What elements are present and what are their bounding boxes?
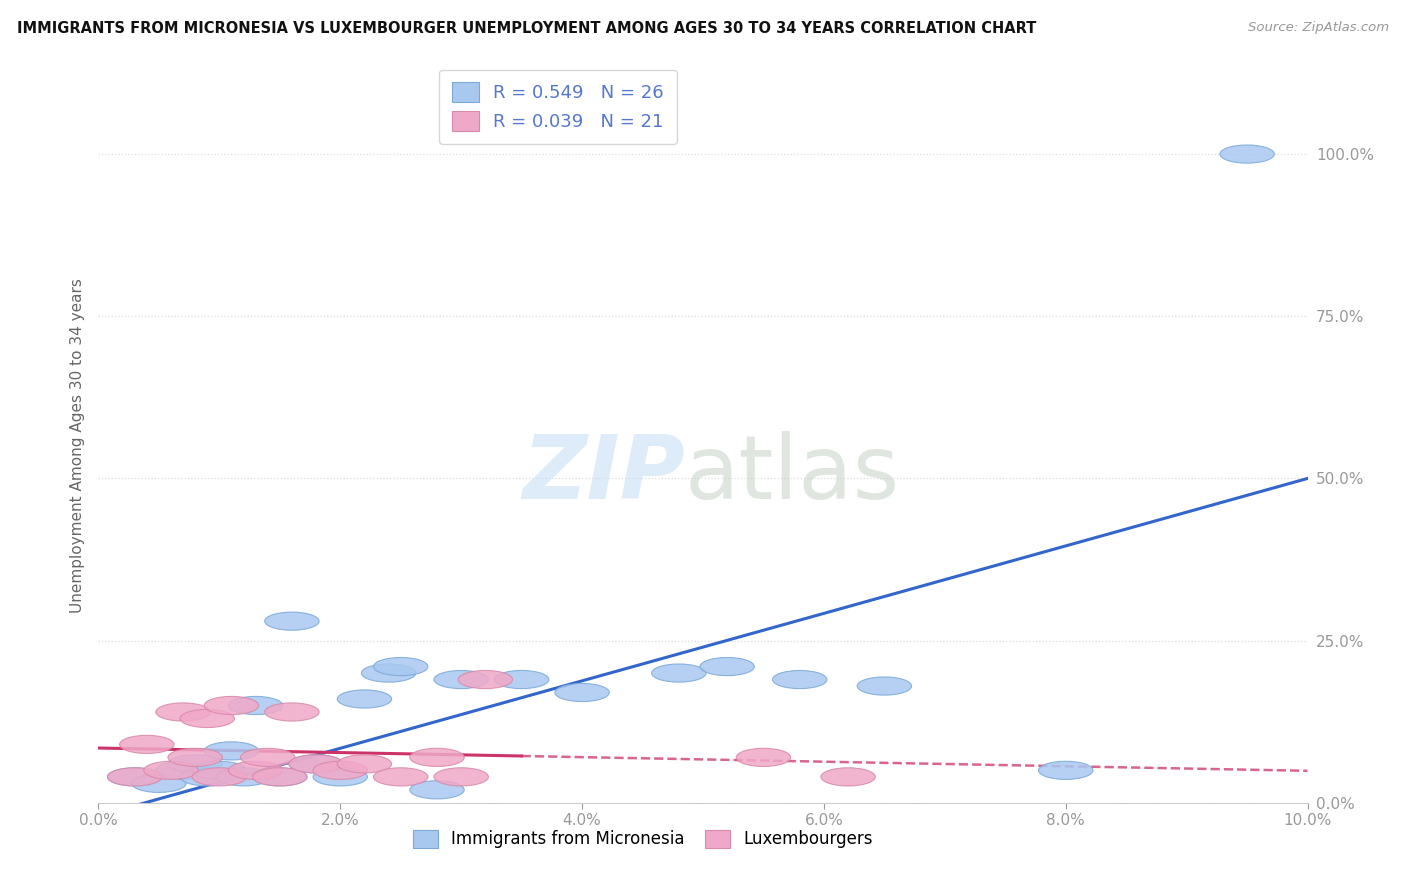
Ellipse shape (167, 755, 222, 773)
Ellipse shape (337, 755, 392, 773)
Ellipse shape (434, 768, 488, 786)
Ellipse shape (409, 748, 464, 766)
Legend: Immigrants from Micronesia, Luxembourgers: Immigrants from Micronesia, Luxembourger… (406, 823, 879, 855)
Text: Source: ZipAtlas.com: Source: ZipAtlas.com (1249, 21, 1389, 34)
Ellipse shape (180, 768, 235, 786)
Ellipse shape (1039, 761, 1092, 780)
Ellipse shape (374, 657, 427, 675)
Ellipse shape (434, 671, 488, 689)
Ellipse shape (374, 768, 427, 786)
Ellipse shape (228, 697, 283, 714)
Ellipse shape (495, 671, 548, 689)
Ellipse shape (651, 664, 706, 682)
Ellipse shape (120, 735, 174, 754)
Text: atlas: atlas (685, 431, 900, 518)
Ellipse shape (314, 768, 367, 786)
Y-axis label: Unemployment Among Ages 30 to 34 years: Unemployment Among Ages 30 to 34 years (69, 278, 84, 614)
Ellipse shape (107, 768, 162, 786)
Ellipse shape (228, 761, 283, 780)
Ellipse shape (700, 657, 755, 675)
Ellipse shape (458, 671, 513, 689)
Ellipse shape (167, 748, 222, 766)
Ellipse shape (264, 612, 319, 631)
Ellipse shape (193, 761, 246, 780)
Ellipse shape (180, 709, 235, 728)
Ellipse shape (1220, 145, 1274, 163)
Ellipse shape (132, 774, 186, 792)
Ellipse shape (107, 768, 162, 786)
Ellipse shape (772, 671, 827, 689)
Ellipse shape (288, 755, 343, 773)
Ellipse shape (409, 780, 464, 799)
Ellipse shape (240, 748, 295, 766)
Ellipse shape (193, 768, 246, 786)
Ellipse shape (821, 768, 876, 786)
Text: ZIP: ZIP (522, 431, 685, 518)
Ellipse shape (288, 755, 343, 773)
Ellipse shape (156, 703, 211, 721)
Ellipse shape (314, 761, 367, 780)
Ellipse shape (143, 761, 198, 780)
Ellipse shape (253, 768, 307, 786)
Ellipse shape (204, 742, 259, 760)
Ellipse shape (156, 761, 211, 780)
Ellipse shape (737, 748, 790, 766)
Ellipse shape (361, 664, 416, 682)
Ellipse shape (264, 703, 319, 721)
Ellipse shape (253, 768, 307, 786)
Ellipse shape (204, 697, 259, 714)
Ellipse shape (858, 677, 911, 695)
Ellipse shape (217, 768, 271, 786)
Ellipse shape (337, 690, 392, 708)
Text: IMMIGRANTS FROM MICRONESIA VS LUXEMBOURGER UNEMPLOYMENT AMONG AGES 30 TO 34 YEAR: IMMIGRANTS FROM MICRONESIA VS LUXEMBOURG… (17, 21, 1036, 36)
Ellipse shape (555, 683, 609, 702)
